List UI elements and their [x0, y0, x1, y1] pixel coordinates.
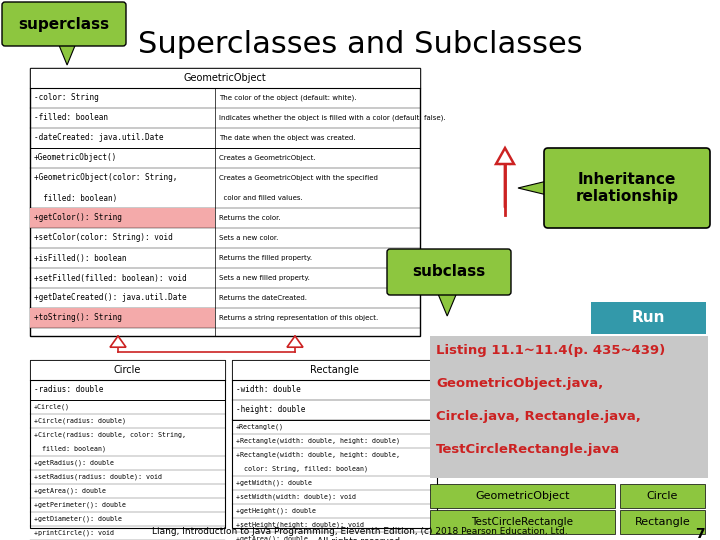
Text: Rectangle: Rectangle [310, 365, 359, 375]
Bar [430, 510, 615, 534]
Bar [30, 208, 215, 228]
Text: color: String, filled: boolean): color: String, filled: boolean) [236, 465, 368, 472]
Text: +setColor(color: String): void: +setColor(color: String): void [34, 233, 173, 242]
Bar [430, 336, 708, 478]
FancyBboxPatch shape [544, 148, 710, 228]
Text: +setWidth(width: double): void: +setWidth(width: double): void [236, 494, 356, 500]
Text: +Rectangle(width: double, height: double,: +Rectangle(width: double, height: double… [236, 452, 400, 458]
Text: Sets a new filled property.: Sets a new filled property. [219, 275, 310, 281]
Bar [430, 484, 615, 508]
Bar [30, 360, 225, 380]
Text: Returns a string representation of this object.: Returns a string representation of this … [219, 315, 378, 321]
Text: TestCircleRectangle: TestCircleRectangle [472, 517, 574, 527]
Polygon shape [58, 43, 76, 65]
FancyBboxPatch shape [2, 2, 126, 46]
Text: +setRadius(radius: double): void: +setRadius(radius: double): void [34, 474, 162, 480]
Text: +getColor(): String: +getColor(): String [34, 213, 122, 222]
Text: +getArea(): double: +getArea(): double [34, 488, 106, 494]
Text: -height: double: -height: double [236, 406, 305, 415]
Text: GeometricObject: GeometricObject [475, 491, 570, 501]
Text: Sets a new color.: Sets a new color. [219, 235, 279, 241]
Text: Circle.java, Rectangle.java,: Circle.java, Rectangle.java, [436, 410, 641, 423]
Text: TestCircleRectangle.java: TestCircleRectangle.java [436, 443, 620, 456]
Text: +getArea(): double: +getArea(): double [236, 536, 308, 540]
Polygon shape [518, 181, 548, 195]
Text: Creates a GeometricObject with the specified: Creates a GeometricObject with the speci… [219, 175, 378, 181]
Text: +GeometricObject(): +GeometricObject() [34, 153, 117, 163]
Text: Liang, Introduction to Java Programming, Eleventh Edition, (c) 2018 Pearson Educ: Liang, Introduction to Java Programming,… [152, 527, 568, 540]
Polygon shape [496, 148, 514, 164]
Text: Superclasses and Subclasses: Superclasses and Subclasses [138, 30, 582, 59]
Text: +getWidth(): double: +getWidth(): double [236, 480, 312, 486]
Polygon shape [287, 336, 303, 347]
Text: +isFilled(): boolean: +isFilled(): boolean [34, 253, 127, 262]
Text: +toString(): String: +toString(): String [34, 314, 122, 322]
Text: Returns the color.: Returns the color. [219, 215, 281, 221]
Text: +Rectangle(): +Rectangle() [236, 424, 284, 430]
Text: -radius: double: -radius: double [34, 386, 104, 395]
Bar [232, 360, 437, 380]
Bar [30, 308, 215, 328]
Polygon shape [437, 292, 457, 316]
Text: +getHeight(): double: +getHeight(): double [236, 508, 316, 514]
Text: -color: String: -color: String [34, 93, 99, 103]
Text: +getDateCreated(): java.util.Date: +getDateCreated(): java.util.Date [34, 294, 186, 302]
Bar [620, 484, 705, 508]
Text: Listing 11.1~11.4(p. 435~439): Listing 11.1~11.4(p. 435~439) [436, 344, 665, 357]
Text: The date when the object was created.: The date when the object was created. [219, 135, 356, 141]
Text: +Circle(radius: double): +Circle(radius: double) [34, 418, 126, 424]
Text: -dateCreated: java.util.Date: -dateCreated: java.util.Date [34, 133, 163, 143]
Text: filled: boolean): filled: boolean) [34, 193, 117, 202]
Text: Run: Run [631, 310, 665, 326]
Text: GeometricObject.java,: GeometricObject.java, [436, 377, 603, 390]
Text: Indicates whether the object is filled with a color (default: false).: Indicates whether the object is filled w… [219, 115, 446, 122]
Text: color and filled values.: color and filled values. [219, 195, 302, 201]
Text: subclass: subclass [413, 265, 485, 280]
Text: +printCircle(): void: +printCircle(): void [34, 530, 114, 536]
Bar [30, 360, 225, 528]
Text: +Rectangle(width: double, height: double): +Rectangle(width: double, height: double… [236, 438, 400, 444]
Text: +setFilled(filled: boolean): void: +setFilled(filled: boolean): void [34, 273, 186, 282]
Text: -filled: boolean: -filled: boolean [34, 113, 108, 123]
Text: +getDiameter(): double: +getDiameter(): double [34, 516, 122, 522]
FancyBboxPatch shape [387, 249, 511, 295]
Text: +setHeight(height: double): void: +setHeight(height: double): void [236, 522, 364, 528]
Text: Returns the dateCreated.: Returns the dateCreated. [219, 295, 307, 301]
Text: Inheritance
relationship: Inheritance relationship [575, 172, 678, 204]
Bar [30, 68, 420, 336]
Text: filled: boolean): filled: boolean) [34, 446, 106, 453]
Text: 7: 7 [696, 527, 705, 540]
Text: Circle: Circle [114, 365, 141, 375]
Text: Rectangle: Rectangle [634, 517, 690, 527]
Text: Creates a GeometricObject.: Creates a GeometricObject. [219, 155, 315, 161]
Text: +Circle(radius: double, color: String,: +Circle(radius: double, color: String, [34, 432, 186, 438]
Text: -width: double: -width: double [236, 386, 301, 395]
Text: superclass: superclass [19, 17, 109, 31]
Text: GeometricObject: GeometricObject [184, 73, 266, 83]
Bar [232, 360, 437, 528]
Text: Returns the filled property.: Returns the filled property. [219, 255, 312, 261]
Bar [620, 510, 705, 534]
Text: +Circle(): +Circle() [34, 404, 70, 410]
Bar [591, 302, 706, 334]
Text: +getRadius(): double: +getRadius(): double [34, 460, 114, 466]
Polygon shape [110, 336, 126, 347]
Text: +getPerimeter(): double: +getPerimeter(): double [34, 502, 126, 508]
Text: +GeometricObject(color: String,: +GeometricObject(color: String, [34, 173, 177, 183]
Text: The color of the object (default: white).: The color of the object (default: white)… [219, 94, 356, 102]
Text: Circle: Circle [647, 491, 678, 501]
Bar [30, 68, 420, 88]
